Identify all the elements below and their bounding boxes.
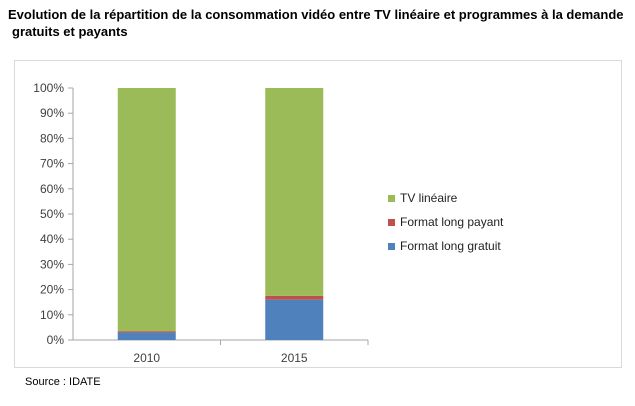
source-note: Source : IDATE xyxy=(25,376,101,388)
legend-swatch xyxy=(388,195,395,202)
x-tick-label: 2010 xyxy=(133,351,160,365)
bar-segment xyxy=(117,88,176,332)
y-tick-label: 0% xyxy=(47,333,65,347)
bar-segment xyxy=(117,331,176,333)
y-tick-label: 70% xyxy=(40,157,64,171)
y-tick-label: 80% xyxy=(40,131,64,145)
y-tick-label: 100% xyxy=(33,81,64,95)
y-tick-label: 60% xyxy=(40,182,64,196)
y-tick-label: 10% xyxy=(40,308,64,322)
bar-segment xyxy=(265,295,324,300)
y-tick-label: 40% xyxy=(40,232,64,246)
legend-label: Format long payant xyxy=(400,215,504,229)
y-tick-label: 90% xyxy=(40,106,64,120)
chart-frame xyxy=(14,60,622,368)
y-tick-label: 20% xyxy=(40,283,64,297)
legend-label: TV linéaire xyxy=(400,191,458,205)
bar-segment xyxy=(265,88,324,296)
legend-label: Format long gratuit xyxy=(400,239,501,253)
legend-swatch xyxy=(388,243,395,250)
x-tick-label: 2015 xyxy=(281,351,308,365)
chart-title-line-2: gratuits et payants xyxy=(12,24,128,39)
y-tick-label: 50% xyxy=(40,207,64,221)
legend-swatch xyxy=(388,219,395,226)
chart-title: Evolution de la répartition de la consom… xyxy=(8,6,633,40)
y-tick-label: 30% xyxy=(40,257,64,271)
bar-segment xyxy=(265,299,324,340)
chart-title-line-1: Evolution de la répartition de la consom… xyxy=(8,7,624,22)
bar-segment xyxy=(117,332,176,340)
